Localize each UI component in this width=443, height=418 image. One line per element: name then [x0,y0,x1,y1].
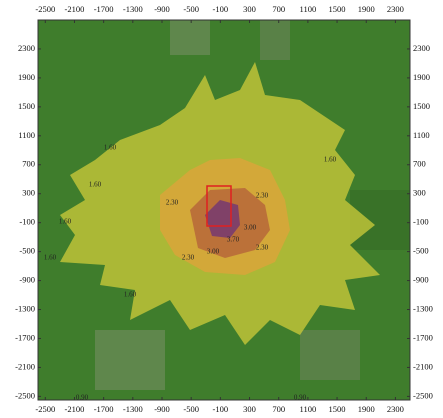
contour-label: 0.90 [294,394,307,402]
contour-label: 2.30 [166,199,179,207]
contour-label: 1.60 [124,291,137,299]
y-tick-label-right: -2100 [413,361,433,371]
contour-label: 1.60 [104,144,117,152]
x-tick-label-top: -500 [183,4,199,14]
y-tick-label-right: -1700 [413,332,433,342]
x-tick-label-bottom: -900 [154,404,170,414]
x-tick-label-bottom: -100 [213,404,229,414]
y-tick-label-left: -2500 [15,390,35,400]
y-tick-label-right: 1900 [413,72,430,82]
y-tick-label-right: -2500 [413,390,433,400]
x-tick-label-bottom: -2500 [35,404,55,414]
contour-label: 1.60 [89,181,102,189]
x-tick-label-bottom: 2300 [387,404,404,414]
x-tick-label-top: -100 [213,4,229,14]
y-tick-label-left: 700 [22,159,35,169]
x-tick-label-bottom: 1500 [329,404,346,414]
y-tick-label-left: 2300 [18,43,35,53]
x-tick-label-top: 1100 [300,4,317,14]
y-tick-label-left: 300 [22,188,35,198]
y-tick-label-right: 1500 [413,101,430,111]
contour-label: 3.70 [227,236,240,244]
urban-patch [95,330,165,390]
urban-patch [300,330,360,380]
y-tick-label-left: -900 [19,275,35,285]
contour-label: 1.60 [59,218,72,226]
x-tick-label-top: -1700 [94,4,114,14]
y-tick-label-right: -1300 [413,303,433,313]
y-tick-label-left: -2100 [15,361,35,371]
y-tick-label-right: -900 [413,275,429,285]
contour-label: 2.30 [256,244,269,252]
x-tick-label-bottom: 300 [243,404,256,414]
x-tick-label-bottom: 1900 [358,404,375,414]
x-tick-label-top: -900 [154,4,170,14]
x-tick-label-top: -2500 [35,4,55,14]
y-tick-label-right: -500 [413,246,429,256]
x-tick-label-top: 300 [243,4,256,14]
y-tick-label-left: 1900 [18,72,35,82]
x-tick-label-bottom: -2100 [65,404,85,414]
x-tick-label-bottom: -1700 [94,404,114,414]
y-tick-label-left: 1500 [18,101,35,111]
contour-label: 2.30 [256,192,269,200]
y-tick-label-left: -100 [19,217,35,227]
x-tick-label-top: 2300 [387,4,404,14]
urban-patch [170,20,210,55]
x-tick-label-top: 700 [272,4,285,14]
y-tick-label-right: 1100 [413,130,430,140]
y-tick-label-right: -100 [413,217,429,227]
urban-patch [260,20,290,60]
y-tick-label-right: 700 [413,159,426,169]
x-tick-label-bottom: 700 [272,404,285,414]
y-tick-label-left: -1700 [15,332,35,342]
y-tick-label-left: -1300 [15,303,35,313]
x-tick-label-bottom: -500 [183,404,199,414]
x-tick-label-bottom: 1100 [300,404,317,414]
y-tick-label-left: 1100 [18,130,35,140]
contour-label: 1.60 [44,254,57,262]
y-tick-label-left: -500 [19,246,35,256]
contour-label: 3.00 [244,224,257,232]
contour-label: 3.00 [207,248,220,256]
x-tick-label-top: -1300 [123,4,143,14]
contour-label: 1.60 [324,156,337,164]
contour-label: 2.30 [182,254,195,262]
y-tick-label-right: 2300 [413,43,430,53]
x-tick-label-top: -2100 [65,4,85,14]
contour-label: 0.90 [76,394,89,402]
map-view: -2500-2500-2100-2100-1700-1700-1300-1300… [0,0,443,418]
y-tick-label-right: 300 [413,188,426,198]
x-tick-label-top: 1500 [329,4,346,14]
x-tick-label-top: 1900 [358,4,375,14]
x-tick-label-bottom: -1300 [123,404,143,414]
